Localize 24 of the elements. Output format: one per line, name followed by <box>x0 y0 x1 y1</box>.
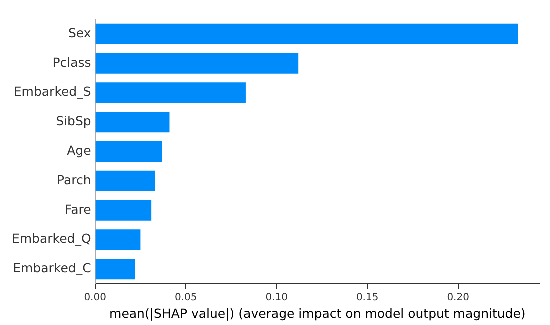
bar <box>96 259 136 280</box>
bar <box>96 230 141 250</box>
y-tick-label: SibSp <box>56 114 92 129</box>
bar <box>96 141 162 162</box>
x-tick-label: 0.15 <box>356 292 379 304</box>
x-tick-label: 0.20 <box>447 292 470 304</box>
y-tick-label: Embarked_S <box>14 84 92 100</box>
bar <box>96 82 246 104</box>
bar <box>96 112 170 133</box>
y-tick-label: Sex <box>68 25 92 40</box>
bar <box>96 24 518 44</box>
x-tick-label: 0.00 <box>84 292 106 304</box>
y-tick-label: Pclass <box>52 54 92 70</box>
x-tick-label: 0.10 <box>266 292 288 304</box>
bar <box>96 53 299 74</box>
x-tick-label: 0.05 <box>174 292 198 304</box>
y-tick-label: Fare <box>65 202 92 217</box>
y-tick-label: Embarked_C <box>13 260 92 276</box>
y-tick-label: Parch <box>57 172 92 188</box>
y-tick-label: Embarked_Q <box>12 231 92 246</box>
y-tick-label: Age <box>67 143 92 158</box>
bar <box>96 170 156 192</box>
bar <box>96 200 152 221</box>
x-axis-title: mean(|SHAP value|) (average impact on model output magnitude) <box>110 306 526 321</box>
